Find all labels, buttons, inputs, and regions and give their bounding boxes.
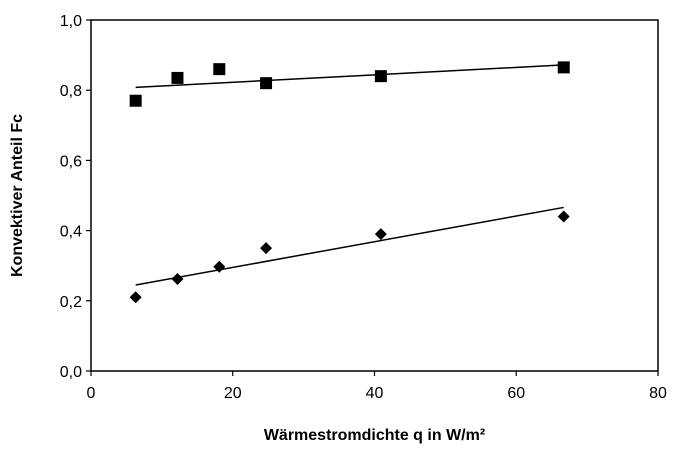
x-tick-label: 40 xyxy=(366,385,384,402)
y-tick-label: 0,8 xyxy=(60,83,82,100)
tick-group: 0 20 40 60 80 0,0 0,2 0,4 0,6 0,8 1,0 xyxy=(60,13,667,402)
y-tick-label: 0,2 xyxy=(60,294,82,311)
x-tick-label: 20 xyxy=(224,385,242,402)
y-axis-title: Konvektiver Anteil Fc xyxy=(9,114,26,277)
square-marker xyxy=(260,77,273,90)
y-tick-label: 0,4 xyxy=(60,224,82,241)
diamond-marker xyxy=(374,228,387,241)
square-marker xyxy=(129,94,142,107)
diamond-marker xyxy=(260,242,273,255)
x-axis-title: Wärmestromdichte q in W/m² xyxy=(264,427,485,444)
square-marker xyxy=(213,63,226,76)
y-tick-label: 0,0 xyxy=(60,364,82,381)
x-tick-label: 0 xyxy=(87,385,96,402)
trendline-square xyxy=(135,64,564,89)
square-marker xyxy=(171,71,184,84)
square-marker xyxy=(557,61,570,74)
diamond-marker xyxy=(171,273,184,286)
y-tick-label: 1,0 xyxy=(60,13,82,30)
trendline-diamond xyxy=(135,206,564,286)
x-tick-label: 80 xyxy=(649,385,667,402)
x-tick-label: 60 xyxy=(507,385,525,402)
data-points xyxy=(129,61,570,304)
diamond-marker xyxy=(557,210,570,223)
trendlines xyxy=(135,64,564,286)
diamond-marker xyxy=(129,291,142,304)
diamond-marker xyxy=(213,260,226,273)
square-marker xyxy=(374,70,387,83)
y-tick-label: 0,6 xyxy=(60,153,82,170)
